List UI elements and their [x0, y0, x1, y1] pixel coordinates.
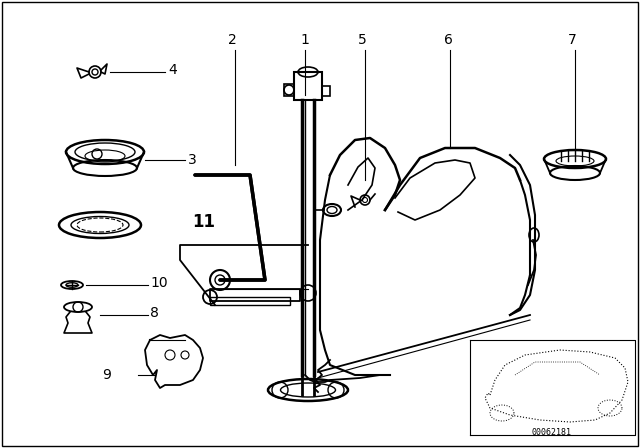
Text: 10: 10 [150, 276, 168, 290]
Text: 4: 4 [168, 63, 177, 77]
Bar [284, 84, 294, 96]
Text: 00062181: 00062181 [532, 427, 572, 436]
Text: 6: 6 [444, 33, 452, 47]
Bar [294, 72, 322, 100]
Text: 1: 1 [301, 33, 309, 47]
Text: 8: 8 [150, 306, 159, 320]
Text: 7: 7 [568, 33, 577, 47]
Text: 5: 5 [358, 33, 366, 47]
Bar [322, 86, 330, 96]
Text: 11: 11 [192, 213, 215, 231]
Text: 9: 9 [102, 368, 111, 382]
Circle shape [92, 69, 98, 75]
Circle shape [362, 198, 367, 202]
Text: 3: 3 [188, 153, 196, 167]
Text: 2: 2 [228, 33, 236, 47]
Bar [210, 297, 290, 305]
Bar [210, 289, 300, 301]
